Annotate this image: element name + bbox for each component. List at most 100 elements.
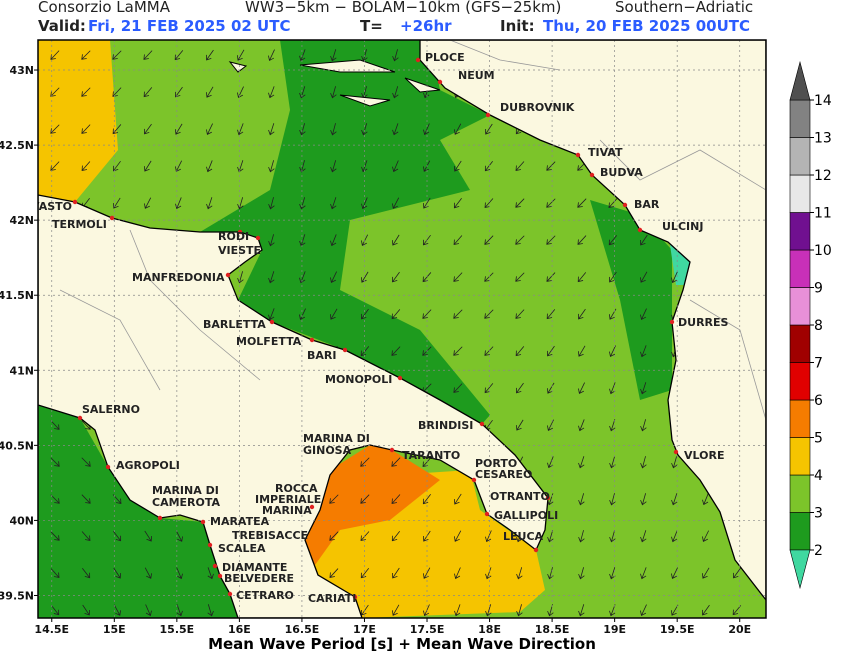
colorbar-label: 14 xyxy=(814,93,832,109)
city-dot xyxy=(269,319,275,325)
x-tick-label: 18E xyxy=(478,623,501,636)
arrow xyxy=(237,49,245,61)
city-label: MARINA xyxy=(262,504,312,517)
islands xyxy=(228,59,441,107)
colorbar-over xyxy=(789,60,811,101)
arrow xyxy=(112,160,121,172)
x-tick-label: 16.5E xyxy=(285,623,320,636)
city-label: BARI xyxy=(307,349,336,362)
arrow xyxy=(515,198,525,208)
arrow xyxy=(608,271,617,283)
x-tick-label: 20E xyxy=(728,623,751,636)
city-label: VLORE xyxy=(684,449,724,462)
colorbar-segment xyxy=(789,137,811,176)
x-tick-label: 19.5E xyxy=(660,623,695,636)
arrow xyxy=(515,419,524,431)
city-label: BRINDISI xyxy=(418,419,473,432)
city-label: PORTO xyxy=(475,457,517,470)
arrow xyxy=(392,49,399,62)
arrow xyxy=(547,530,554,543)
colorbar-under xyxy=(789,549,811,590)
arrow xyxy=(176,604,183,617)
arrow xyxy=(330,234,337,247)
city-dot xyxy=(533,547,539,553)
arrow xyxy=(112,124,122,135)
arrow xyxy=(702,493,709,506)
arrow xyxy=(484,383,494,394)
producer: Consorzio LaMMA xyxy=(38,0,171,16)
arrow xyxy=(330,160,337,173)
city-label: IMPERIALE xyxy=(255,493,321,506)
arrow xyxy=(516,604,523,617)
city-label: DIAMANTE xyxy=(222,561,287,574)
grid xyxy=(38,40,766,618)
arrow xyxy=(546,161,556,171)
arrow xyxy=(515,235,525,245)
city-dot xyxy=(105,464,111,470)
city-dot xyxy=(217,573,223,579)
arrow xyxy=(609,345,616,358)
arrow xyxy=(701,604,710,616)
arrow xyxy=(50,420,60,430)
city-label: MANFREDONIA xyxy=(132,271,225,284)
arrow xyxy=(330,123,337,136)
arrow xyxy=(515,309,525,319)
arrow xyxy=(299,308,306,321)
city-dot xyxy=(545,495,551,501)
arrow xyxy=(454,123,462,135)
arrow xyxy=(143,160,152,172)
arrow xyxy=(609,456,616,469)
arrow xyxy=(268,197,275,210)
city-label: SCALEA xyxy=(218,542,266,555)
colorbar-label: 9 xyxy=(814,281,823,297)
arrow xyxy=(205,49,214,61)
borders xyxy=(59,40,766,421)
city-label: TIVAT xyxy=(588,146,623,159)
city-dot xyxy=(352,594,358,600)
arrow xyxy=(361,160,368,173)
arrow xyxy=(299,271,306,284)
city-dot xyxy=(255,235,261,241)
arrow xyxy=(578,382,585,394)
arrow xyxy=(391,531,401,542)
arrow xyxy=(609,530,616,543)
arrow xyxy=(50,605,60,616)
arrow xyxy=(547,419,555,431)
lead-time: +26hr xyxy=(400,17,452,35)
arrow xyxy=(329,494,339,504)
city-label: PLOCE xyxy=(425,51,465,64)
arrow xyxy=(640,271,648,283)
arrow xyxy=(391,234,400,246)
colorbar-segment xyxy=(789,287,811,326)
arrow xyxy=(515,346,525,357)
colorbar-segment xyxy=(789,437,811,476)
arrow xyxy=(484,161,493,172)
arrow xyxy=(609,382,616,395)
x-tick-label: 19E xyxy=(603,623,626,636)
arrow xyxy=(515,161,525,171)
arrow xyxy=(299,49,306,62)
arrow xyxy=(671,530,678,543)
land-balkans xyxy=(419,40,766,602)
arrow xyxy=(144,567,152,579)
arrow xyxy=(546,309,556,320)
city-label: NEUM xyxy=(458,69,495,82)
city-label: DUBROVNIK xyxy=(500,101,575,114)
zone-green xyxy=(38,405,238,618)
arrow xyxy=(577,272,587,283)
zone-yellow xyxy=(38,40,118,202)
arrow xyxy=(578,604,585,617)
arrow xyxy=(207,604,214,617)
arrow xyxy=(143,50,153,60)
y-tick-label: 42.5N xyxy=(0,139,34,152)
arrow xyxy=(392,197,400,209)
arrow xyxy=(176,567,183,580)
city-dot xyxy=(157,515,163,521)
city-label: ROCCA xyxy=(275,482,318,495)
arrow xyxy=(546,235,556,245)
colorbar-label: 2 xyxy=(814,543,823,559)
city-dot xyxy=(237,229,243,235)
arrow xyxy=(113,604,121,616)
arrow xyxy=(174,50,184,61)
